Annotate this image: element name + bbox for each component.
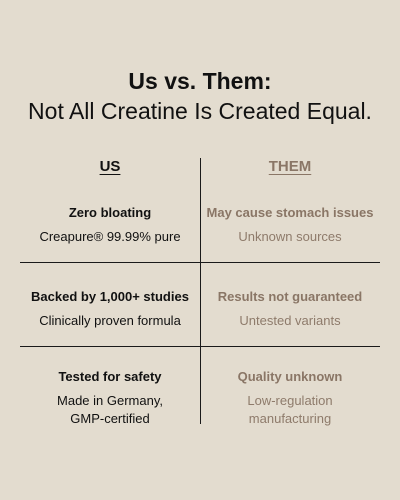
them-row-3: Quality unknown Low-regulation manufactu… (200, 368, 380, 428)
page-title: Us vs. Them: Not All Creatine Is Created… (0, 66, 400, 126)
row-divider-2 (20, 346, 380, 347)
them-row-1-title: May cause stomach issues (206, 205, 374, 220)
them-row-1: May cause stomach issues Unknown sources (200, 204, 380, 246)
row-divider-1 (20, 262, 380, 263)
title-line-1: Us vs. Them: (128, 68, 272, 94)
them-header: THEM (268, 158, 312, 175)
them-row-2: Results not guaranteed Untested variants (200, 288, 380, 330)
us-row-1-subtitle: Creapure® 99.99% pure (39, 229, 181, 244)
them-row-1-subtitle: Unknown sources (238, 229, 342, 244)
us-row-3-title: Tested for safety (58, 369, 162, 384)
us-row-2-title: Backed by 1,000+ studies (31, 289, 189, 304)
comparison-table: US Zero bloating Creapure® 99.99% pure B… (20, 148, 380, 428)
them-row-3-subtitle: Low-regulation manufacturing (247, 393, 333, 426)
them-row-3-title: Quality unknown (237, 369, 343, 384)
us-row-3: Tested for safety Made in Germany, GMP-c… (20, 368, 200, 428)
them-row-2-title: Results not guaranteed (217, 289, 363, 304)
title-line-2: Not All Creatine Is Created Equal. (28, 98, 372, 124)
us-row-1-title: Zero bloating (68, 205, 152, 220)
them-row-2-subtitle: Untested variants (239, 313, 341, 328)
us-row-2-subtitle: Clinically proven formula (39, 313, 181, 328)
us-row-2: Backed by 1,000+ studies Clinically prov… (20, 288, 200, 330)
us-header: US (99, 158, 121, 175)
us-row-1: Zero bloating Creapure® 99.99% pure (20, 204, 200, 246)
vertical-divider (200, 158, 201, 424)
us-row-3-subtitle: Made in Germany, GMP-certified (57, 393, 163, 426)
